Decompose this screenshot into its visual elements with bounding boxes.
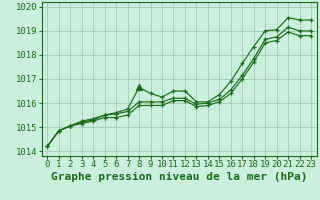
X-axis label: Graphe pression niveau de la mer (hPa): Graphe pression niveau de la mer (hPa) bbox=[51, 172, 308, 182]
